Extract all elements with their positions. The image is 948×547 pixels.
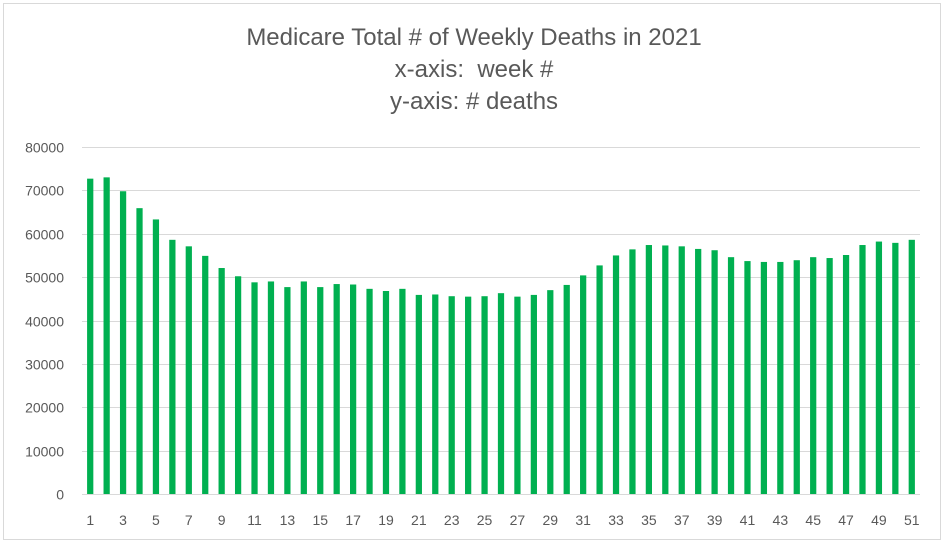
- bar-week-5: [152, 219, 160, 494]
- bar-week-30: [563, 284, 570, 494]
- bar-week-23: [448, 296, 455, 494]
- bar-week-37: [678, 246, 685, 494]
- bar-week-18: [366, 288, 373, 494]
- bar-week-40: [727, 257, 735, 494]
- x-tick-label: 19: [378, 512, 394, 528]
- bar-week-36: [662, 245, 669, 494]
- bar-week-46: [826, 258, 833, 494]
- x-tick-label: 25: [477, 512, 493, 528]
- bar-week-14: [300, 281, 307, 494]
- bar-week-34: [629, 249, 636, 494]
- x-tick-label: 3: [119, 512, 127, 528]
- y-tick-label: 50000: [25, 270, 64, 286]
- x-tick-label: 37: [674, 512, 690, 528]
- bar-week-31: [580, 275, 587, 494]
- bar-week-15: [317, 287, 324, 494]
- x-tick-label: 45: [805, 512, 821, 528]
- chart-title: Medicare Total # of Weekly Deaths in 202…: [246, 24, 702, 51]
- bar-week-21: [415, 294, 422, 494]
- bar-week-22: [432, 294, 439, 494]
- bar-week-49: [875, 241, 883, 494]
- bar-week-33: [612, 255, 620, 494]
- y-tick-label: 60000: [25, 227, 64, 243]
- x-tick-label: 27: [510, 512, 526, 528]
- bar-week-20: [399, 288, 406, 494]
- bar-week-50: [892, 242, 899, 494]
- y-tick-label: 0: [56, 487, 64, 503]
- bar-week-27: [514, 296, 521, 494]
- x-tick-label: 5: [152, 512, 160, 528]
- y-tick-label: 40000: [25, 314, 64, 330]
- bar-week-3: [119, 191, 127, 495]
- x-tick-label: 1: [86, 512, 94, 528]
- bar-week-32: [596, 265, 603, 494]
- chart-title-block: Medicare Total # of Weekly Deaths in 202…: [0, 22, 948, 118]
- y-tick-label: 10000: [25, 444, 64, 460]
- bar-week-41: [744, 261, 751, 494]
- bar-week-4: [136, 208, 143, 494]
- bar-week-28: [530, 294, 537, 494]
- x-tick-label: 17: [345, 512, 361, 528]
- bar-week-25: [481, 296, 488, 494]
- x-axis-tick-labels: 1 3 5 7 9 11 13 15 17 19 21 23 25 27 29 31 33 35 37 39 41 43 4…: [86, 512, 919, 528]
- bar-week-10: [234, 276, 242, 494]
- bar-week-39: [711, 250, 718, 494]
- x-tick-label: 21: [411, 512, 427, 528]
- x-tick-label: 33: [608, 512, 624, 528]
- x-tick-label: 29: [543, 512, 559, 528]
- bar-week-45: [810, 257, 817, 494]
- y-tick-label: 30000: [25, 357, 64, 373]
- y-tick-label: 20000: [25, 400, 64, 416]
- bar-week-48: [859, 245, 866, 494]
- bar-week-42: [760, 261, 768, 494]
- bars: [87, 177, 915, 495]
- x-tick-label: 41: [740, 512, 756, 528]
- bar-week-6: [169, 239, 176, 494]
- bar-week-19: [382, 291, 390, 494]
- x-tick-label: 47: [838, 512, 854, 528]
- x-tick-label: 35: [641, 512, 657, 528]
- bar-week-26: [497, 293, 505, 494]
- bar-week-43: [777, 261, 784, 494]
- bar-week-9: [218, 268, 225, 494]
- x-tick-label: 39: [707, 512, 723, 528]
- bar-week-12: [267, 281, 275, 494]
- y-tick-label: 80000: [25, 140, 64, 156]
- bar-week-51: [908, 239, 915, 494]
- x-tick-label: 51: [904, 512, 920, 528]
- bar-week-16: [333, 284, 340, 494]
- bar-week-17: [350, 284, 357, 494]
- x-tick-label: 13: [280, 512, 296, 528]
- bar-week-47: [842, 255, 850, 494]
- x-tick-label: 23: [444, 512, 460, 528]
- y-axis-tick-labels: 0 10000 20000 30000 40000 50000 60000 70000 8000…: [25, 140, 64, 503]
- x-tick-label: 31: [575, 512, 591, 528]
- bar-week-38: [695, 248, 702, 494]
- bar-week-7: [185, 246, 192, 494]
- bar-week-1: [87, 178, 94, 494]
- x-tick-label: 9: [218, 512, 226, 528]
- bar-week-11: [251, 282, 258, 494]
- x-tick-label: 7: [185, 512, 193, 528]
- bar-week-44: [793, 260, 800, 494]
- y-tick-label: 70000: [25, 183, 64, 199]
- bar-week-24: [465, 296, 472, 494]
- bar-week-8: [202, 255, 209, 494]
- chart-frame: [3, 3, 941, 540]
- x-tick-label: 11: [247, 512, 262, 528]
- bar-week-13: [284, 287, 291, 494]
- bar-week-29: [547, 290, 554, 494]
- x-tick-label: 49: [871, 512, 887, 528]
- x-tick-label: 43: [773, 512, 789, 528]
- bar-week-2: [103, 177, 110, 495]
- x-tick-label: 15: [312, 512, 328, 528]
- chart-subtitle-y-axis: y-axis: # deaths: [389, 88, 559, 115]
- bar-week-35: [645, 245, 652, 494]
- chart-subtitle-x-axis: x-axis: week #: [394, 56, 554, 83]
